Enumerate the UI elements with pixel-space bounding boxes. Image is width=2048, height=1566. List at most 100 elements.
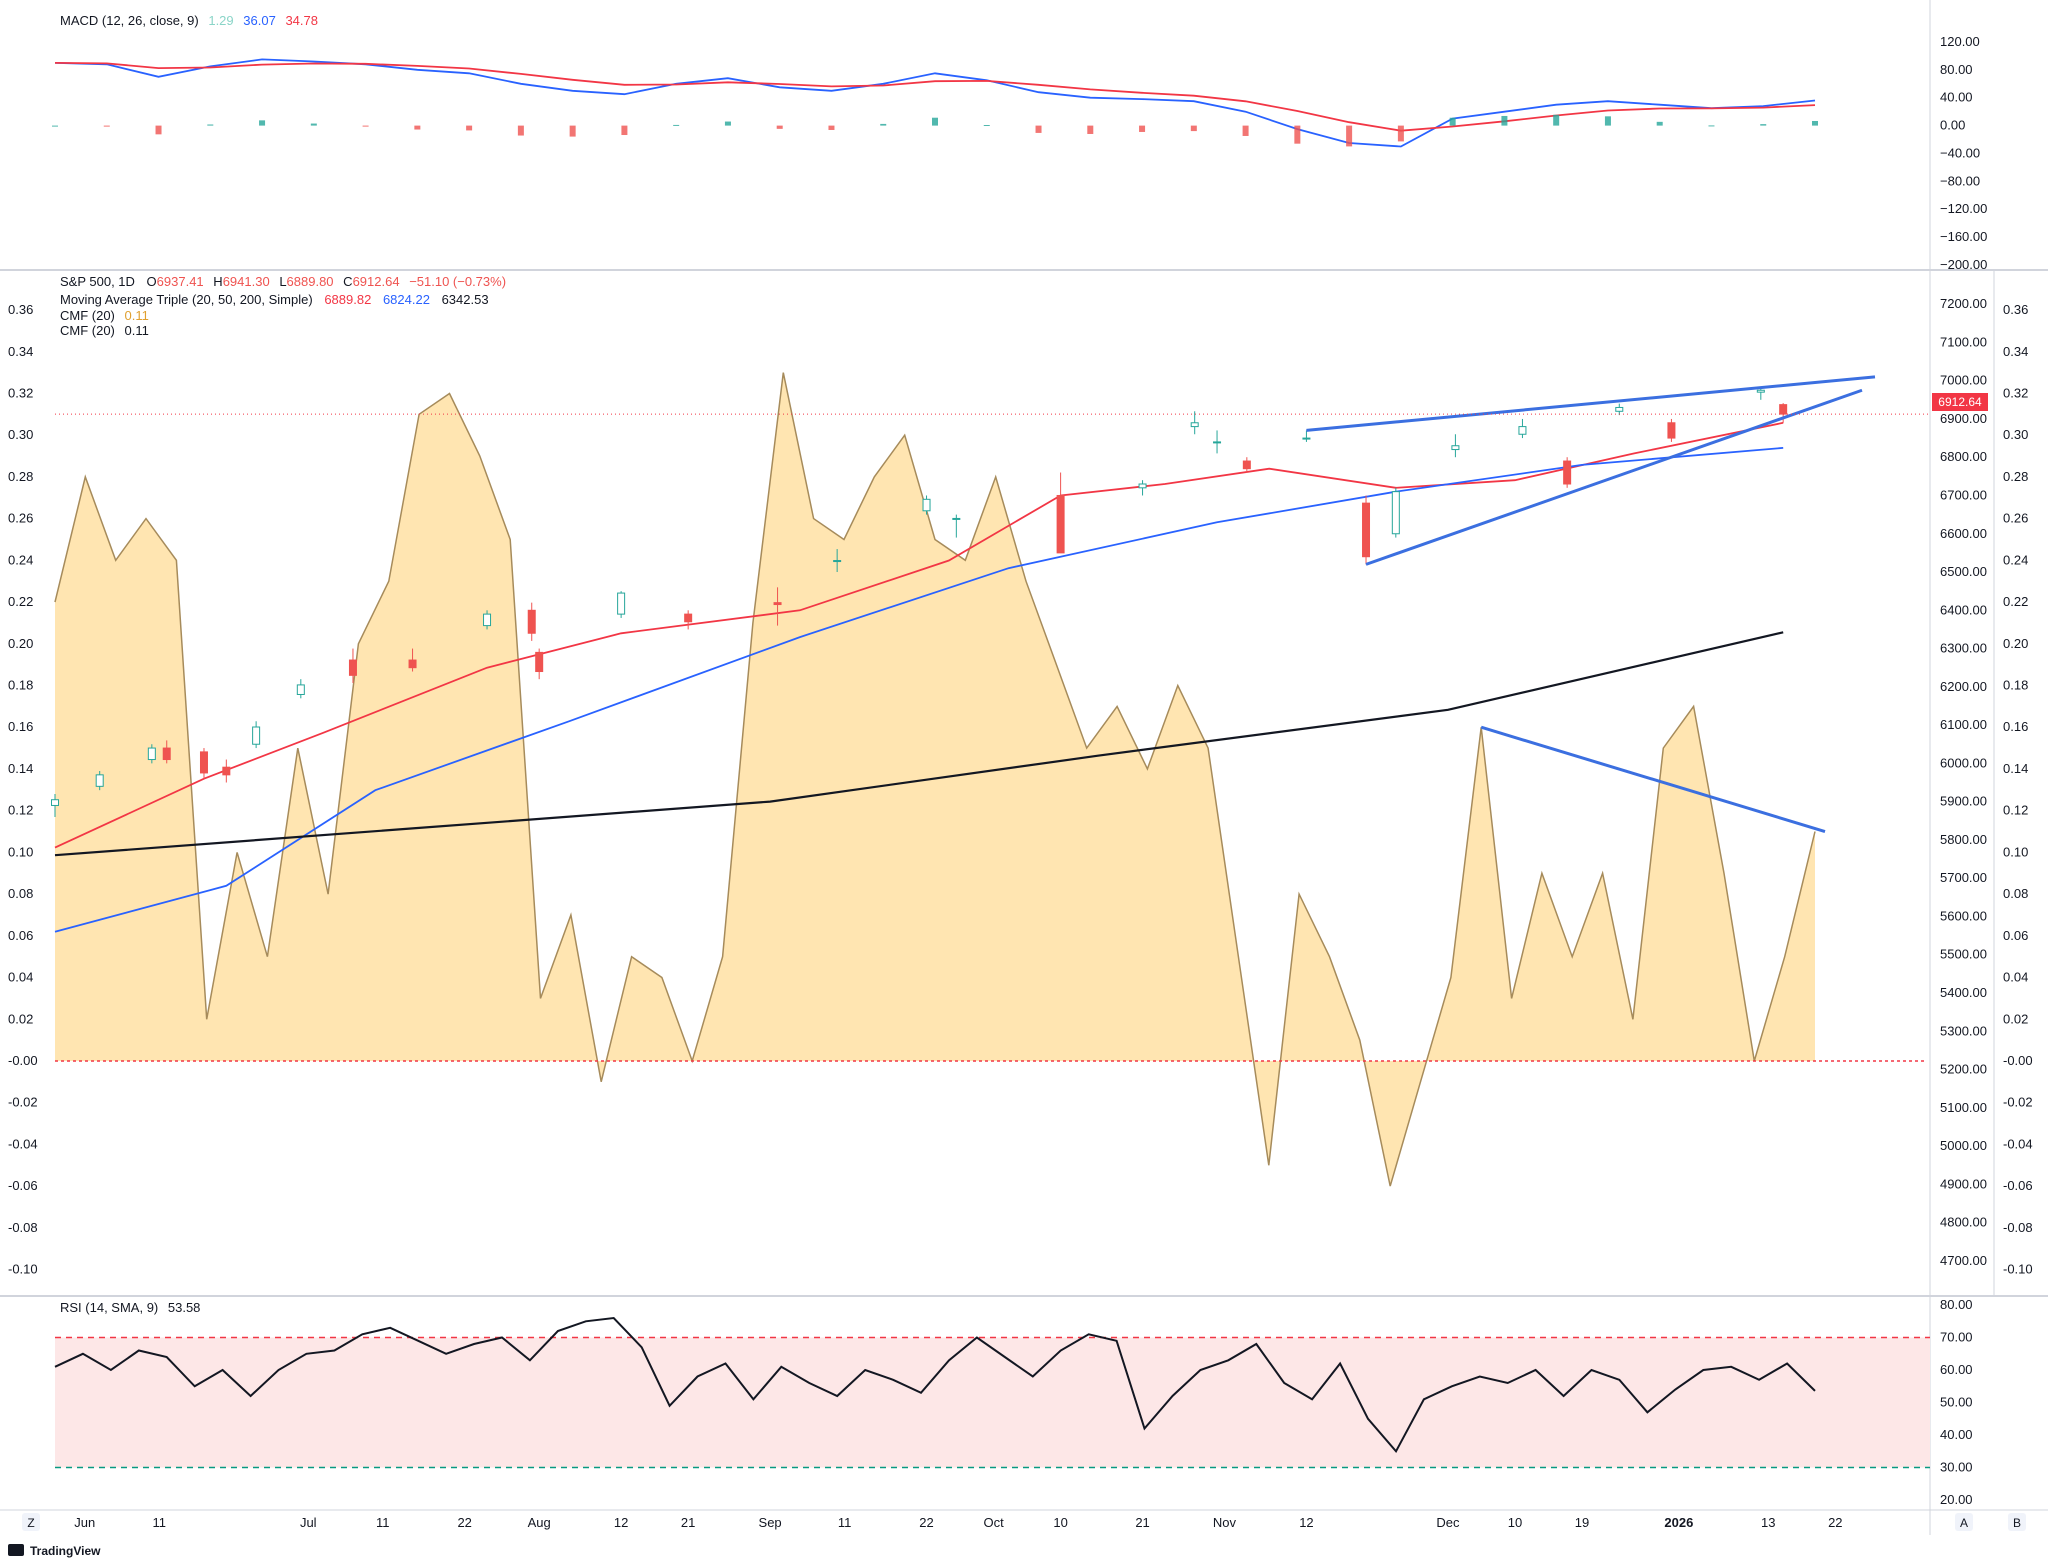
rsi-legend[interactable]: RSI (14, SMA, 9) 53.58 [60, 1300, 200, 1315]
ma-legend[interactable]: Moving Average Triple (20, 50, 200, Simp… [60, 292, 489, 307]
time-tick-label: Nov [1213, 1515, 1237, 1530]
candle-body [1756, 389, 1765, 393]
candle [1667, 418, 1676, 442]
cmf-tick-label-right: -0.02 [2003, 1095, 2033, 1110]
cmf-tick-label-right: 0.16 [2003, 719, 2028, 734]
price-tick-label: 5900.00 [1940, 794, 1987, 809]
candle [199, 748, 208, 779]
cmf-tick-label-left: 0.24 [8, 552, 33, 567]
tradingview-brand: TradingView [30, 1544, 101, 1558]
rsi-line [54, 1316, 1816, 1454]
wedge-upper-trendline [1306, 375, 1876, 432]
macd-histogram-bar [1190, 125, 1197, 132]
cmf-tick-label-right: 0.06 [2003, 928, 2028, 943]
candle-body [296, 684, 305, 695]
macd-tick-label: 80.00 [1940, 62, 1973, 77]
candle [1056, 472, 1065, 554]
price-tick-label: 4700.00 [1940, 1253, 1987, 1268]
macd-histogram-bar [1501, 115, 1508, 126]
auto-scale-button[interactable] [1955, 1513, 1973, 1531]
candle-body [252, 726, 261, 745]
price-tick-label: 6200.00 [1940, 679, 1987, 694]
candle [252, 721, 261, 749]
macd-histogram-bar [1035, 125, 1042, 133]
cmf-legend-2[interactable]: CMF (20) 0.11 [60, 323, 149, 338]
cmf-tick-label-left: 0.10 [8, 844, 33, 859]
rsi-band [55, 1337, 1930, 1468]
price-tick-label: 5300.00 [1940, 1023, 1987, 1038]
macd-histogram-bar [1346, 125, 1353, 147]
cmf-legend-1[interactable]: CMF (20) 0.11 [60, 308, 149, 323]
ma20-line [54, 421, 1784, 849]
macd-histogram-bar [724, 121, 731, 126]
cmf-tick-label-left: 0.34 [8, 344, 33, 359]
cmf-tick-label-right: 0.34 [2003, 344, 2028, 359]
macd-histogram-bar [207, 124, 214, 126]
low-value: 6889.80 [287, 274, 334, 289]
candle-body [1779, 404, 1788, 415]
candle [1615, 403, 1624, 416]
candle-body [1518, 426, 1527, 435]
cmf-tick-label-left: 0.20 [8, 636, 33, 651]
price-tick-label: 5800.00 [1940, 832, 1987, 847]
cmf-tick-label-left: 0.02 [8, 1011, 33, 1026]
price-tick-label: 6700.00 [1940, 487, 1987, 502]
cmf-tick-label-left: 0.08 [8, 886, 33, 901]
candle-body [1138, 483, 1147, 489]
time-tick-label: 13 [1761, 1515, 1775, 1530]
candle [147, 744, 156, 764]
price-tick-label: 4800.00 [1940, 1215, 1987, 1230]
candle-body [617, 592, 626, 615]
cmf-tick-label-left: -0.08 [8, 1220, 38, 1235]
price-legend[interactable]: S&P 500, 1D O6937.41 H6941.30 L6889.80 C… [60, 274, 506, 289]
candle [1242, 457, 1251, 473]
candle-body [1667, 422, 1676, 439]
candle [1756, 388, 1765, 400]
macd-tick-label: 120.00 [1940, 34, 1980, 49]
timezone-button[interactable] [22, 1513, 40, 1531]
time-tick-label: 12 [1299, 1515, 1313, 1530]
cmf-tick-label-left: 0.28 [8, 469, 33, 484]
candle [408, 648, 417, 672]
cmf-tick-label-right: -0.00 [2003, 1053, 2033, 1068]
cmf-tick-label-left: -0.06 [8, 1178, 38, 1193]
price-tick-label: 5700.00 [1940, 870, 1987, 885]
tradingview-logo[interactable]: TradingView [8, 1544, 101, 1558]
candle [773, 587, 782, 626]
macd-histogram-bar [1087, 125, 1094, 134]
macd-histogram-bar [466, 125, 473, 131]
candle [51, 793, 59, 817]
macd-legend[interactable]: MACD (12, 26, close, 9) 1.29 36.07 34.78 [60, 13, 318, 28]
candle-body [1190, 422, 1199, 428]
change-value: −51.10 (−0.73%) [409, 274, 506, 289]
time-tick-label: 2026 [1664, 1515, 1693, 1530]
macd-histogram-bar [1139, 125, 1146, 132]
time-tick-label: 21 [681, 1515, 695, 1530]
candle-body [1362, 502, 1371, 558]
cmf-tick-label-right: 0.10 [2003, 844, 2028, 859]
cmf-tick-label-right: 0.02 [2003, 1011, 2028, 1026]
candle-body [1242, 460, 1251, 470]
macd-tick-label: 40.00 [1940, 90, 1973, 105]
price-tick-label: 7100.00 [1940, 334, 1987, 349]
candle [833, 549, 842, 573]
macd-histogram-bar [1294, 125, 1301, 144]
log-scale-button[interactable] [2008, 1513, 2026, 1531]
time-tick-label: 11 [376, 1515, 390, 1530]
macd-histogram-bar [776, 125, 783, 129]
cmf-tick-label-right: 0.30 [2003, 427, 2028, 442]
candle [1518, 418, 1527, 439]
candle-body [1615, 406, 1624, 412]
cmf-tick-label-right: 0.12 [2003, 803, 2028, 818]
cmf-tick-label-right: 0.36 [2003, 302, 2028, 317]
candle-body [51, 799, 59, 806]
ma50-line [54, 447, 1784, 933]
candle [922, 495, 931, 515]
macd-histogram-bar [362, 125, 369, 127]
candle [95, 771, 104, 791]
price-tick-label: 7200.00 [1940, 296, 1987, 311]
candle [527, 602, 536, 641]
price-tick-label: 5600.00 [1940, 908, 1987, 923]
time-tick-label: 11 [153, 1515, 167, 1530]
